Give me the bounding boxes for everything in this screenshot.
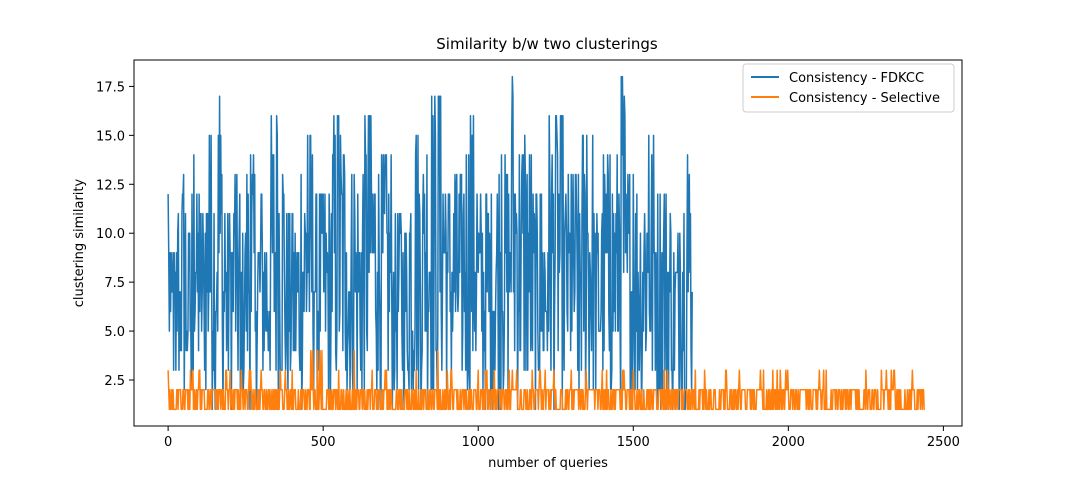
x-tick-label: 2500 (927, 435, 960, 450)
x-tick-label: 1500 (617, 435, 650, 450)
x-tick-label: 2000 (772, 435, 805, 450)
series-line-fdkcc (167, 75, 693, 411)
legend-label-selective: Consistency - Selective (789, 91, 940, 106)
y-tick-label: 12.5 (96, 178, 125, 193)
y-tick-label: 17.5 (96, 80, 125, 95)
y-tick-label: 10.0 (96, 227, 125, 242)
y-tick-label: 7.5 (104, 276, 125, 291)
legend-frame (742, 63, 955, 113)
legend-label-fdkcc: Consistency - FDKCC (789, 71, 924, 86)
x-tick-label: 1000 (462, 435, 495, 450)
legend: Consistency - FDKCC Consistency - Select… (742, 63, 955, 113)
y-axis-label: clustering similarity (72, 178, 87, 307)
series-line-selective (167, 349, 925, 411)
y-tick-label: 5.0 (104, 325, 125, 340)
x-tick-label: 500 (311, 435, 336, 450)
x-tick-label: 0 (164, 435, 172, 450)
x-axis-label: number of queries (488, 456, 608, 471)
y-tick-label: 2.5 (104, 374, 125, 389)
plot-frame (133, 59, 963, 427)
chart-title: Similarity b/w two clusterings (436, 35, 658, 53)
y-tick-label: 15.0 (96, 129, 125, 144)
